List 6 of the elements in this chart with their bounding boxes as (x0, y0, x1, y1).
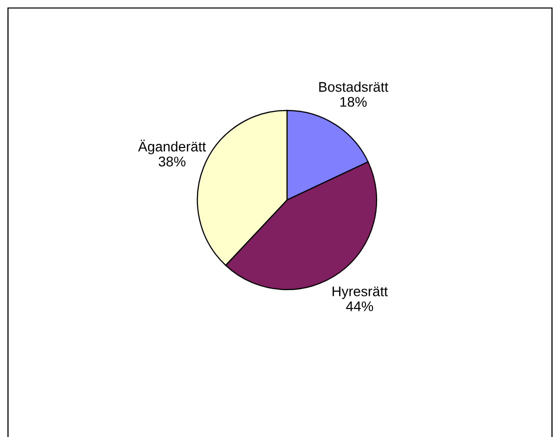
data-label: 18% (340, 96, 367, 107)
slice-label: Bostadsrätt (319, 82, 388, 92)
data-label: 44% (346, 301, 374, 312)
slice-label: Hyresrätt (332, 286, 388, 300)
slice-label: Äganderätt (138, 140, 206, 154)
data-label: 38% (158, 156, 186, 166)
